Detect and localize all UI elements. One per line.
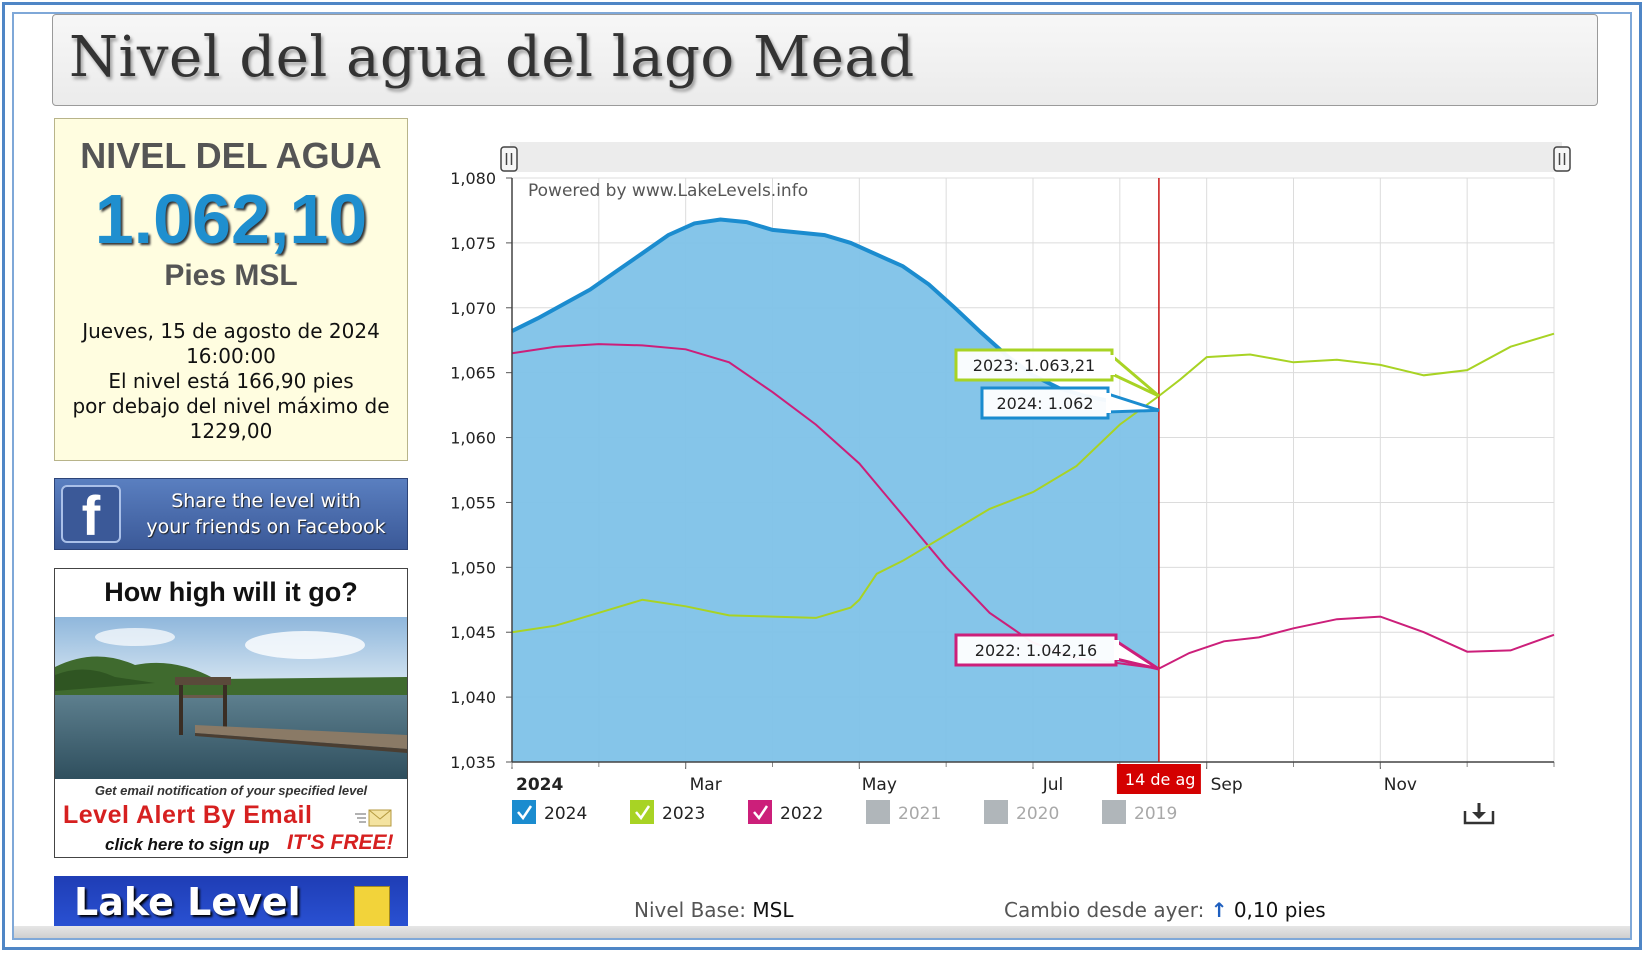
legend-item-2023[interactable]: 2023 — [630, 800, 705, 824]
y-tick-label: 1,080 — [450, 169, 496, 188]
chart-legend: 2024 2023 2022 2021 2020 2019 — [512, 800, 1177, 824]
mail-icon — [355, 809, 392, 827]
level-alert-ad[interactable]: How high will it go? Get email notificat… — [54, 568, 408, 858]
y-tick-label: 1,040 — [450, 688, 496, 707]
tooltip-2022-box — [954, 633, 1118, 667]
detail-line: por debajo del nivel máximo de — [72, 394, 390, 418]
ad-free-text: IT'S FREE! — [287, 831, 394, 854]
series-2024-line — [511, 217, 1160, 413]
detail-line: 1229,00 — [189, 419, 273, 443]
chart-tooltips: 2023: 1.063,21 2024: 1.062 2022: 1.042,16 — [954, 348, 1160, 671]
tooltip-2023-text: 2023: 1.063,21 — [973, 356, 1095, 375]
y-tick-label: 1,050 — [450, 558, 496, 577]
legend-label-2022: 2022 — [780, 804, 823, 824]
daily-change-label: Cambio desde ayer: — [1004, 898, 1205, 922]
title-bar: Nivel del agua del lago Mead — [52, 14, 1598, 106]
chart-axes: 1,035 1,040 1,045 1,050 1,055 1,060 1,065 1,070… — [450, 169, 1555, 795]
facebook-icon: f — [61, 485, 121, 545]
legend-checkbox-2023 — [630, 800, 654, 824]
legend-checkbox-2022 — [748, 800, 772, 824]
water-level-details: Jueves, 15 de agosto de 2024 16:00:00 El… — [55, 319, 407, 444]
tooltip-2024-joint — [1106, 393, 1111, 413]
legend-label-2021: 2021 — [898, 804, 941, 824]
facebook-share-text: Share the level with your friends on Fac… — [131, 488, 401, 540]
navigator-handle-left[interactable] — [500, 146, 518, 172]
legend-checkbox-2024 — [512, 800, 536, 824]
y-tick-label: 1,070 — [450, 299, 496, 318]
daily-change-info: Cambio desde ayer: ↑ 0,10 pies — [1004, 898, 1326, 922]
legend-item-2020[interactable]: 2020 — [984, 800, 1059, 824]
navigator-handle-right[interactable] — [1553, 146, 1571, 172]
ad-heading: How high will it go? — [104, 577, 358, 607]
tooltip-2023-joint — [1110, 355, 1115, 375]
lake-dock-photo — [55, 617, 407, 779]
check-icon — [635, 805, 651, 821]
detail-line: El nivel está 166,90 pies — [108, 369, 354, 393]
chart-navigator — [510, 142, 1562, 172]
daily-change-value: 0,10 pies — [1233, 898, 1326, 922]
current-date-badge — [1116, 764, 1201, 794]
legend-label-2020: 2020 — [1016, 804, 1059, 824]
y-tick-label: 1,065 — [450, 364, 496, 383]
ad-signup-text: click here to sign up — [105, 835, 270, 854]
base-level-value: MSL — [752, 898, 794, 922]
base-level-label: Nivel Base: — [634, 898, 747, 922]
legend-checkbox-2020 — [984, 800, 1008, 824]
ad-small-text: Get email notification of your specified… — [94, 783, 368, 798]
chart-watermark: Powered by www.LakeLevels.info — [528, 181, 808, 201]
ad-alert-title: Level Alert By Email — [63, 801, 313, 829]
lake-level-banner-text: Lake Level — [74, 880, 301, 924]
water-level-heading: NIVEL DEL AGUA — [80, 135, 382, 176]
y-tick-label: 1,055 — [450, 493, 496, 512]
base-level-info: Nivel Base: MSL — [634, 898, 793, 922]
tooltip-2024-text: 2024: 1.062 — [997, 394, 1094, 413]
facebook-share-button[interactable]: f Share the level with your friends on F… — [54, 478, 408, 550]
tooltip-2024-box — [980, 386, 1110, 420]
window-bottom-strip — [14, 926, 1630, 938]
legend-item-2021[interactable]: 2021 — [866, 800, 941, 824]
y-tick-label: 1,035 — [450, 753, 496, 772]
x-tick-label: Mar — [690, 775, 722, 795]
check-icon — [753, 805, 769, 821]
water-level-chart: 1,035 1,040 1,045 1,050 1,055 1,060 1,065 1,070… — [450, 142, 1571, 827]
legend-checkbox-2019 — [1102, 800, 1126, 824]
check-icon — [517, 805, 533, 821]
water-level-unit: Pies MSL — [164, 259, 298, 292]
tooltip-2022-text: 2022: 1.042,16 — [975, 641, 1097, 660]
water-level-value: 1.062,10 — [94, 180, 368, 258]
up-arrow-icon: ↑ — [1210, 898, 1228, 922]
tooltip-2022-joint — [1114, 640, 1119, 660]
water-level-panel: NIVEL DEL AGUA 1.062,10 Pies MSL Jueves,… — [54, 118, 408, 461]
x-tick-label: 2024 — [516, 775, 563, 795]
current-date-marker: 14 de ag — [1116, 178, 1201, 794]
facebook-line: Share the level with — [171, 490, 361, 512]
x-tick-label: Nov — [1384, 775, 1417, 795]
current-date-label: 14 de ag — [1125, 770, 1196, 789]
y-tick-label: 1,075 — [450, 234, 496, 253]
page-title: Nivel del agua del lago Mead — [69, 25, 915, 90]
legend-label-2023: 2023 — [662, 804, 705, 824]
legend-item-2024[interactable]: 2024 — [512, 800, 587, 824]
x-tick-label: May — [862, 775, 897, 795]
legend-label-2019: 2019 — [1134, 804, 1177, 824]
detail-line: Jueves, 15 de agosto de 2024 — [82, 319, 380, 343]
x-tick-label: Jul — [1042, 775, 1064, 795]
series-2023-line — [511, 332, 1555, 634]
download-icon[interactable] — [1462, 803, 1496, 827]
legend-item-2022[interactable]: 2022 — [748, 800, 823, 824]
legend-item-2019[interactable]: 2019 — [1102, 800, 1177, 824]
x-tick-label: Sep — [1211, 775, 1243, 795]
y-tick-label: 1,045 — [450, 623, 496, 642]
detail-line: 16:00:00 — [186, 344, 276, 368]
y-tick-label: 1,060 — [450, 429, 496, 448]
legend-checkbox-2021 — [866, 800, 890, 824]
legend-label-2024: 2024 — [544, 804, 587, 824]
facebook-line: your friends on Facebook — [146, 516, 386, 538]
